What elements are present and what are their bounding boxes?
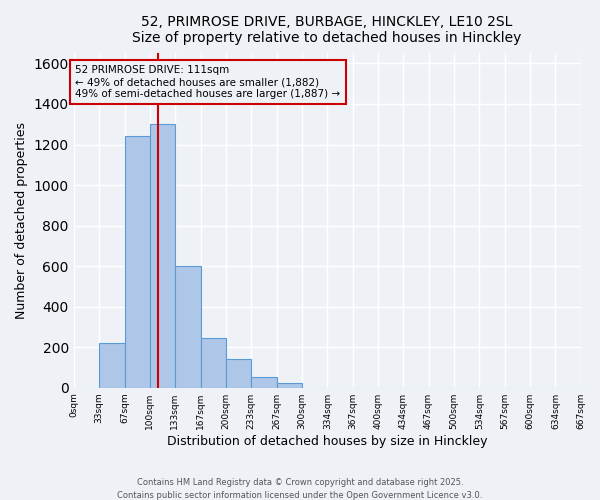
- Bar: [149, 124, 175, 388]
- Bar: [251, 376, 277, 388]
- Title: 52, PRIMROSE DRIVE, BURBAGE, HINCKLEY, LE10 2SL
Size of property relative to det: 52, PRIMROSE DRIVE, BURBAGE, HINCKLEY, L…: [133, 15, 522, 45]
- Bar: [175, 266, 200, 388]
- X-axis label: Distribution of detached houses by size in Hinckley: Distribution of detached houses by size …: [167, 434, 487, 448]
- Bar: [226, 360, 251, 388]
- Bar: [125, 136, 149, 388]
- Bar: [200, 338, 226, 388]
- Bar: [99, 343, 125, 388]
- Bar: [277, 383, 302, 388]
- Text: Contains HM Land Registry data © Crown copyright and database right 2025.
Contai: Contains HM Land Registry data © Crown c…: [118, 478, 482, 500]
- Y-axis label: Number of detached properties: Number of detached properties: [15, 122, 28, 319]
- Text: 52 PRIMROSE DRIVE: 111sqm
← 49% of detached houses are smaller (1,882)
49% of se: 52 PRIMROSE DRIVE: 111sqm ← 49% of detac…: [75, 66, 340, 98]
